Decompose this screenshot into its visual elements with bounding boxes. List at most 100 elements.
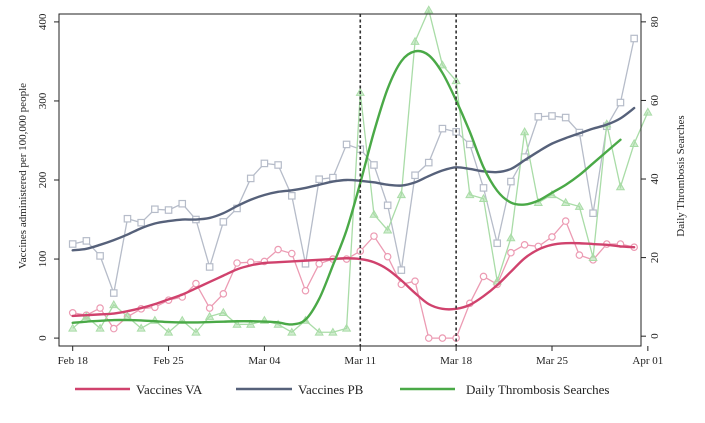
point-daily-thrombosis-searches-26 [424,5,434,14]
y-right-tick-label: 20 [649,252,661,264]
point-daily-thrombosis-searches-13 [246,319,256,328]
x-tick-label-feb-18: Feb 18 [58,355,89,367]
point-daily-thrombosis-searches-7 [163,327,174,336]
point-daily-thrombosis-searches-25 [410,36,420,45]
y-left-tick-label: 100 [37,250,49,267]
y-left-tick-label: 400 [37,13,49,30]
point-vaccines-pb-34 [534,112,543,121]
y-left-tick-label: 200 [37,171,49,188]
point-vaccines-pb-29 [466,140,474,149]
x-tick-label-apr-01: Apr 01 [632,355,663,367]
point-vaccines-pb-19 [329,173,337,182]
point-daily-thrombosis-searches-22 [369,209,379,218]
point-daily-thrombosis-searches-32 [506,233,516,242]
point-daily-thrombosis-searches-18 [314,327,324,336]
point-vaccines-pb-41 [630,34,638,43]
point-daily-thrombosis-searches-12 [232,319,242,328]
point-daily-thrombosis-searches-30 [478,193,489,203]
point-vaccines-pb-30 [479,184,488,192]
point-vaccines-pb-26 [424,158,433,167]
y-right-tick-label: 60 [649,94,661,106]
point-vaccines-va-23 [383,252,392,261]
point-daily-thrombosis-searches-24 [396,189,407,199]
axes-group: 0 100 200 300 400 0 20 40 60 80 Feb 18 Feb 25 Mar 04… [37,13,663,367]
legend-label-vaccines-va: Vaccines VA [136,382,203,397]
point-vaccines-va-16 [287,249,296,258]
point-daily-thrombosis-searches-36 [561,197,571,206]
point-daily-thrombosis-searches-3 [109,299,119,309]
point-daily-thrombosis-searches-40 [615,182,626,191]
x-tick-label-mar-11: Mar 11 [344,355,376,367]
point-daily-thrombosis-searches-16 [287,327,297,336]
point-vaccines-va-22 [370,232,378,240]
point-daily-thrombosis-searches-2 [95,323,105,332]
y-right-tick-label: 80 [649,16,661,28]
y-right-tick-label: 0 [649,333,661,339]
point-daily-thrombosis-searches-27 [437,60,448,69]
y-left-tick-label: 0 [37,335,49,341]
point-vaccines-pb-24 [397,266,406,274]
point-vaccines-pb-27 [438,124,447,133]
point-daily-thrombosis-searches-41 [629,138,639,148]
point-vaccines-va-12 [233,259,241,267]
point-vaccines-pb-10 [205,263,214,271]
point-daily-thrombosis-searches-37 [574,201,585,210]
x-tick-label-mar-18: Mar 18 [440,355,473,367]
point-vaccines-va-18 [315,259,323,268]
point-vaccines-pb-4 [123,214,132,223]
point-vaccines-pb-20 [342,140,351,149]
point-vaccines-pb-2 [96,252,104,260]
point-daily-thrombosis-searches-11 [218,307,228,316]
event-lines [359,14,457,346]
point-vaccines-pb-18 [315,175,323,184]
point-vaccines-va-2 [96,304,104,312]
point-vaccines-pb-36 [561,113,570,122]
point-vaccines-va-27 [438,334,447,342]
point-vaccines-pb-23 [383,201,392,210]
point-vaccines-pb-31 [493,239,502,248]
smooth-line-vaccines-pb [71,106,636,252]
point-vaccines-va-37 [575,251,584,259]
point-daily-thrombosis-searches-29 [465,189,475,199]
point-daily-thrombosis-searches-19 [328,327,338,336]
y-left-tick-label: 300 [37,92,49,109]
x-tick-label-mar-04: Mar 04 [248,355,281,367]
smooth-line-daily-thrombosis-searches [71,49,622,326]
point-daily-thrombosis-searches-9 [191,327,201,336]
point-daily-thrombosis-searches-10 [204,311,215,320]
x-tick-label-feb-25: Feb 25 [153,355,184,367]
y-axis-left-title: Vaccines administered per 100,000 people [17,83,29,269]
point-vaccines-pb-11 [219,218,228,226]
point-vaccines-pb-7 [164,206,173,214]
x-tick-label-mar-25: Mar 25 [536,355,569,367]
point-vaccines-va-17 [301,286,310,295]
point-vaccines-pb-1 [82,237,91,245]
point-vaccines-va-33 [520,241,529,249]
point-vaccines-va-35 [548,233,556,241]
point-daily-thrombosis-searches-42 [643,107,653,116]
point-vaccines-pb-0 [68,240,77,248]
point-vaccines-va-15 [274,245,282,254]
point-vaccines-va-30 [479,272,488,281]
point-vaccines-pb-40 [616,98,625,107]
point-vaccines-pb-3 [109,289,118,297]
point-vaccines-va-25 [411,277,419,285]
point-daily-thrombosis-searches-23 [382,225,393,234]
point-vaccines-pb-15 [274,161,282,169]
y-right-tick-label: 40 [649,173,661,185]
point-vaccines-va-32 [507,248,515,257]
legend-label-vaccines-pb: Vaccines PB [298,382,364,397]
point-vaccines-pb-8 [178,199,187,208]
point-vaccines-pb-5 [137,218,145,227]
point-vaccines-va-26 [424,334,433,342]
point-vaccines-va-10 [205,304,214,312]
point-daily-thrombosis-searches-38 [588,252,598,261]
smooth-series-group [71,49,636,326]
point-vaccines-pb-38 [589,209,597,218]
point-vaccines-va-3 [109,324,118,333]
point-vaccines-pb-22 [370,161,378,169]
point-vaccines-pb-13 [246,174,255,183]
point-vaccines-pb-6 [151,205,159,214]
point-daily-thrombosis-searches-0 [68,323,78,332]
